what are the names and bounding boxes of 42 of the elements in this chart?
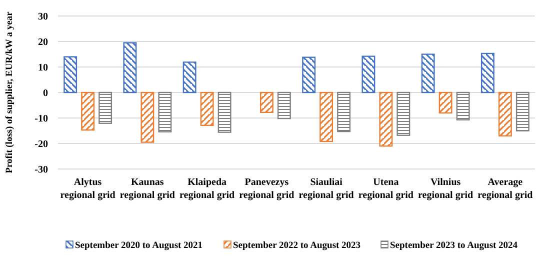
bar [277,92,291,120]
y-tick-label: 10 [38,62,48,74]
bar [140,92,154,143]
x-tick-label: Panevezys regional grid [239,177,295,201]
y-tick-label: 20 [38,37,48,48]
x-tick-label: Alytus regional grid [60,177,116,201]
bar [218,92,232,133]
x-tick-label: Average regional grid [478,177,534,201]
x-tick-label: Kaunas regional grid [120,177,176,201]
bar [260,92,274,113]
bar [438,92,452,114]
bar [200,92,214,126]
y-tick-label: 30 [38,12,48,22]
legend-label: September 2020 to August 2021 [75,241,203,251]
legend-label: September 2023 to August 2024 [390,241,518,251]
y-axis-title: Profit (loss) of supplier, EUR/kW a year [5,10,15,174]
bar [498,92,512,136]
bar [81,92,95,131]
y-tick-label: -10 [34,114,48,124]
bar [64,56,78,94]
bar [396,92,410,136]
y-tick-label: -20 [34,139,48,150]
bar [302,56,316,94]
bar [362,56,376,94]
y-tick-label: 0 [43,88,48,99]
bar [480,52,494,94]
bar [123,42,137,94]
x-tick-label: Siauliai regional grid [298,177,354,201]
bar [182,62,196,94]
bar [158,92,172,132]
bar [337,92,351,132]
bar [516,92,530,132]
x-tick-label: Klaipeda regional grid [180,177,236,201]
bar [379,92,393,147]
legend-label: September 2022 to August 2023 [233,241,361,251]
x-tick-label: Utena regional grid [358,177,414,201]
bar [421,54,435,94]
bar [98,92,112,124]
y-tick-label: -30 [34,164,48,176]
bar [320,92,334,142]
x-tick-label: Vilnius regional grid [418,177,474,201]
bar [456,92,470,120]
